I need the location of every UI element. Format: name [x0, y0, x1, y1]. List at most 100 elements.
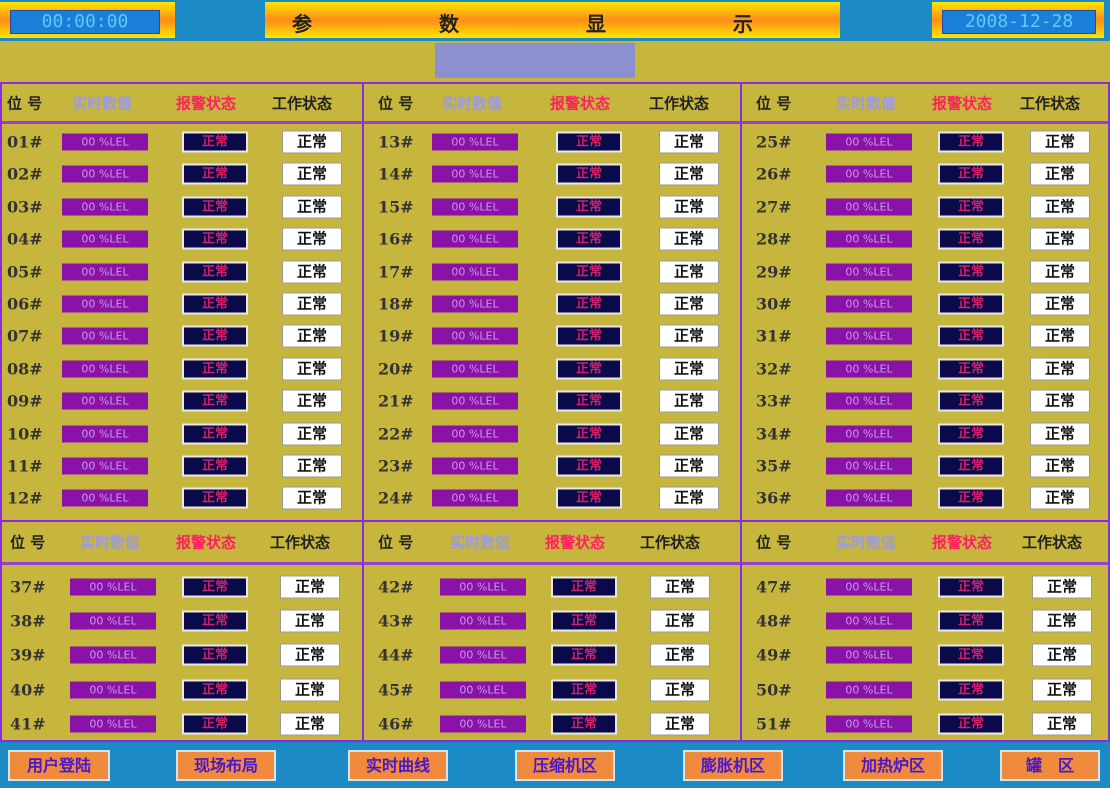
sensor-row: 32# 00 %LEL 正常 正常 [742, 357, 1108, 381]
alarm-status: 正常 [938, 131, 1004, 153]
nav-button[interactable]: 膨胀机区 [683, 750, 783, 781]
value-display: 00 %LEL [62, 295, 148, 313]
work-status: 正常 [659, 324, 719, 348]
alarm-status: 正常 [938, 423, 1004, 445]
alarm-status: 正常 [182, 487, 248, 509]
sensor-panel: 位 号实时数值 报警状态 工作状态 47# 00 %LEL 正常 正常 48# 00 %LEL 正… [740, 520, 1110, 742]
work-status: 正常 [650, 609, 710, 633]
value-display: 00 %LEL [826, 457, 912, 475]
alarm-status: 正常 [556, 163, 622, 185]
alarm-status: 正常 [182, 576, 248, 598]
work-status: 正常 [1032, 609, 1092, 633]
sensor-id: 17# [378, 262, 414, 282]
alarm-status: 正常 [551, 610, 617, 632]
value-display: 00 %LEL [826, 263, 912, 281]
column-header-id: 位 号 [7, 94, 43, 112]
sensor-id: 07# [7, 326, 43, 346]
alarm-status: 正常 [556, 358, 622, 380]
value-display: 00 %LEL [826, 165, 912, 183]
column-header-alarm: 报警状态 [545, 533, 606, 552]
work-status: 正常 [282, 292, 342, 316]
nav-bar: 用户登陆 现场布局 实时曲线 压缩机区 膨胀机区 加热炉区 罐 区 [0, 742, 1110, 788]
value-display: 00 %LEL [826, 646, 912, 664]
panel-header: 位 号 实时数值 报警状态 工作状态 [364, 84, 740, 124]
nav-button[interactable]: 压缩机区 [515, 750, 615, 781]
alarm-status: 正常 [182, 131, 248, 153]
work-status: 正常 [659, 227, 719, 251]
column-header-id: 位 号 [378, 94, 414, 112]
work-status: 正常 [280, 575, 340, 599]
sensor-row: 26# 00 %LEL 正常 正常 [742, 162, 1108, 186]
date-display: 2008-12-28 [942, 10, 1096, 34]
sensor-row: 35# 00 %LEL 正常 正常 [742, 454, 1108, 478]
column-header-value: 实时数值 [450, 533, 511, 552]
sensor-row: 21# 00 %LEL 正常 正常 [364, 389, 740, 413]
work-status: 正常 [282, 324, 342, 348]
column-header-alarm: 报警状态 [550, 94, 611, 112]
status-panel [435, 43, 635, 78]
alarm-status: 正常 [938, 713, 1004, 735]
sensor-id: 28# [756, 229, 792, 249]
value-display: 00 %LEL [826, 133, 912, 151]
value-display: 00 %LEL [826, 392, 912, 410]
column-header-id: 位 号 [378, 533, 414, 552]
alarm-status: 正常 [938, 487, 1004, 509]
column-header-id: 位 号 [10, 533, 46, 552]
value-display: 00 %LEL [70, 578, 156, 596]
sensor-id: 06# [7, 294, 43, 314]
work-status: 正常 [1030, 357, 1090, 381]
alarm-status: 正常 [551, 576, 617, 598]
sensor-id: 16# [378, 229, 414, 249]
value-display: 00 %LEL [826, 715, 912, 733]
nav-button[interactable]: 罐 区 [1000, 750, 1100, 781]
alarm-status: 正常 [182, 610, 248, 632]
value-display: 00 %LEL [432, 457, 518, 475]
sensor-row: 42# 00 %LEL 正常 正常 [364, 575, 740, 599]
work-status: 正常 [1032, 678, 1092, 702]
value-display: 00 %LEL [826, 612, 912, 630]
alarm-status: 正常 [182, 455, 248, 477]
alarm-status: 正常 [182, 644, 248, 666]
alarm-status: 正常 [182, 163, 248, 185]
nav-button[interactable]: 加热炉区 [843, 750, 943, 781]
nav-button[interactable]: 用户登陆 [8, 750, 110, 781]
sensor-id: 26# [756, 164, 792, 184]
nav-button[interactable]: 实时曲线 [348, 750, 448, 781]
sensor-row: 41# 00 %LEL 正常 正常 [2, 712, 362, 736]
sensor-row: 38# 00 %LEL 正常 正常 [2, 609, 362, 633]
alarm-status: 正常 [556, 423, 622, 445]
sensor-row: 30# 00 %LEL 正常 正常 [742, 292, 1108, 316]
work-status: 正常 [282, 454, 342, 478]
sensor-id: 43# [378, 611, 414, 631]
sensor-row: 06# 00 %LEL 正常 正常 [2, 292, 362, 316]
alarm-status: 正常 [182, 390, 248, 412]
work-status: 正常 [282, 389, 342, 413]
alarm-status: 正常 [556, 261, 622, 283]
sensor-row: 40# 00 %LEL 正常 正常 [2, 678, 362, 702]
work-status: 正常 [1030, 227, 1090, 251]
sensor-id: 42# [378, 577, 414, 597]
value-display: 00 %LEL [432, 360, 518, 378]
work-status: 正常 [1032, 643, 1092, 667]
nav-button[interactable]: 现场布局 [176, 750, 276, 781]
work-status: 正常 [282, 195, 342, 219]
work-status: 正常 [280, 678, 340, 702]
sensor-row: 24# 00 %LEL 正常 正常 [364, 486, 740, 510]
sensor-id: 24# [378, 488, 414, 508]
work-status: 正常 [282, 260, 342, 284]
column-header-value: 实时数值 [836, 94, 897, 112]
sensor-row: 07# 00 %LEL 正常 正常 [2, 324, 362, 348]
top-bar: 00:00:00 参 数 显 示 2008-12-28 [0, 0, 1110, 41]
work-status: 正常 [282, 486, 342, 510]
work-status: 正常 [1030, 324, 1090, 348]
work-status: 正常 [1032, 575, 1092, 599]
sensor-id: 19# [378, 326, 414, 346]
panel-header: 位 号 实时数值 报警状态 工作状态 [742, 84, 1108, 124]
alarm-status: 正常 [556, 196, 622, 218]
value-display: 00 %LEL [432, 392, 518, 410]
value-display: 00 %LEL [70, 646, 156, 664]
work-status: 正常 [659, 195, 719, 219]
sensor-row: 23# 00 %LEL 正常 正常 [364, 454, 740, 478]
sensor-row: 39# 00 %LEL 正常 正常 [2, 643, 362, 667]
work-status: 正常 [1032, 712, 1092, 736]
